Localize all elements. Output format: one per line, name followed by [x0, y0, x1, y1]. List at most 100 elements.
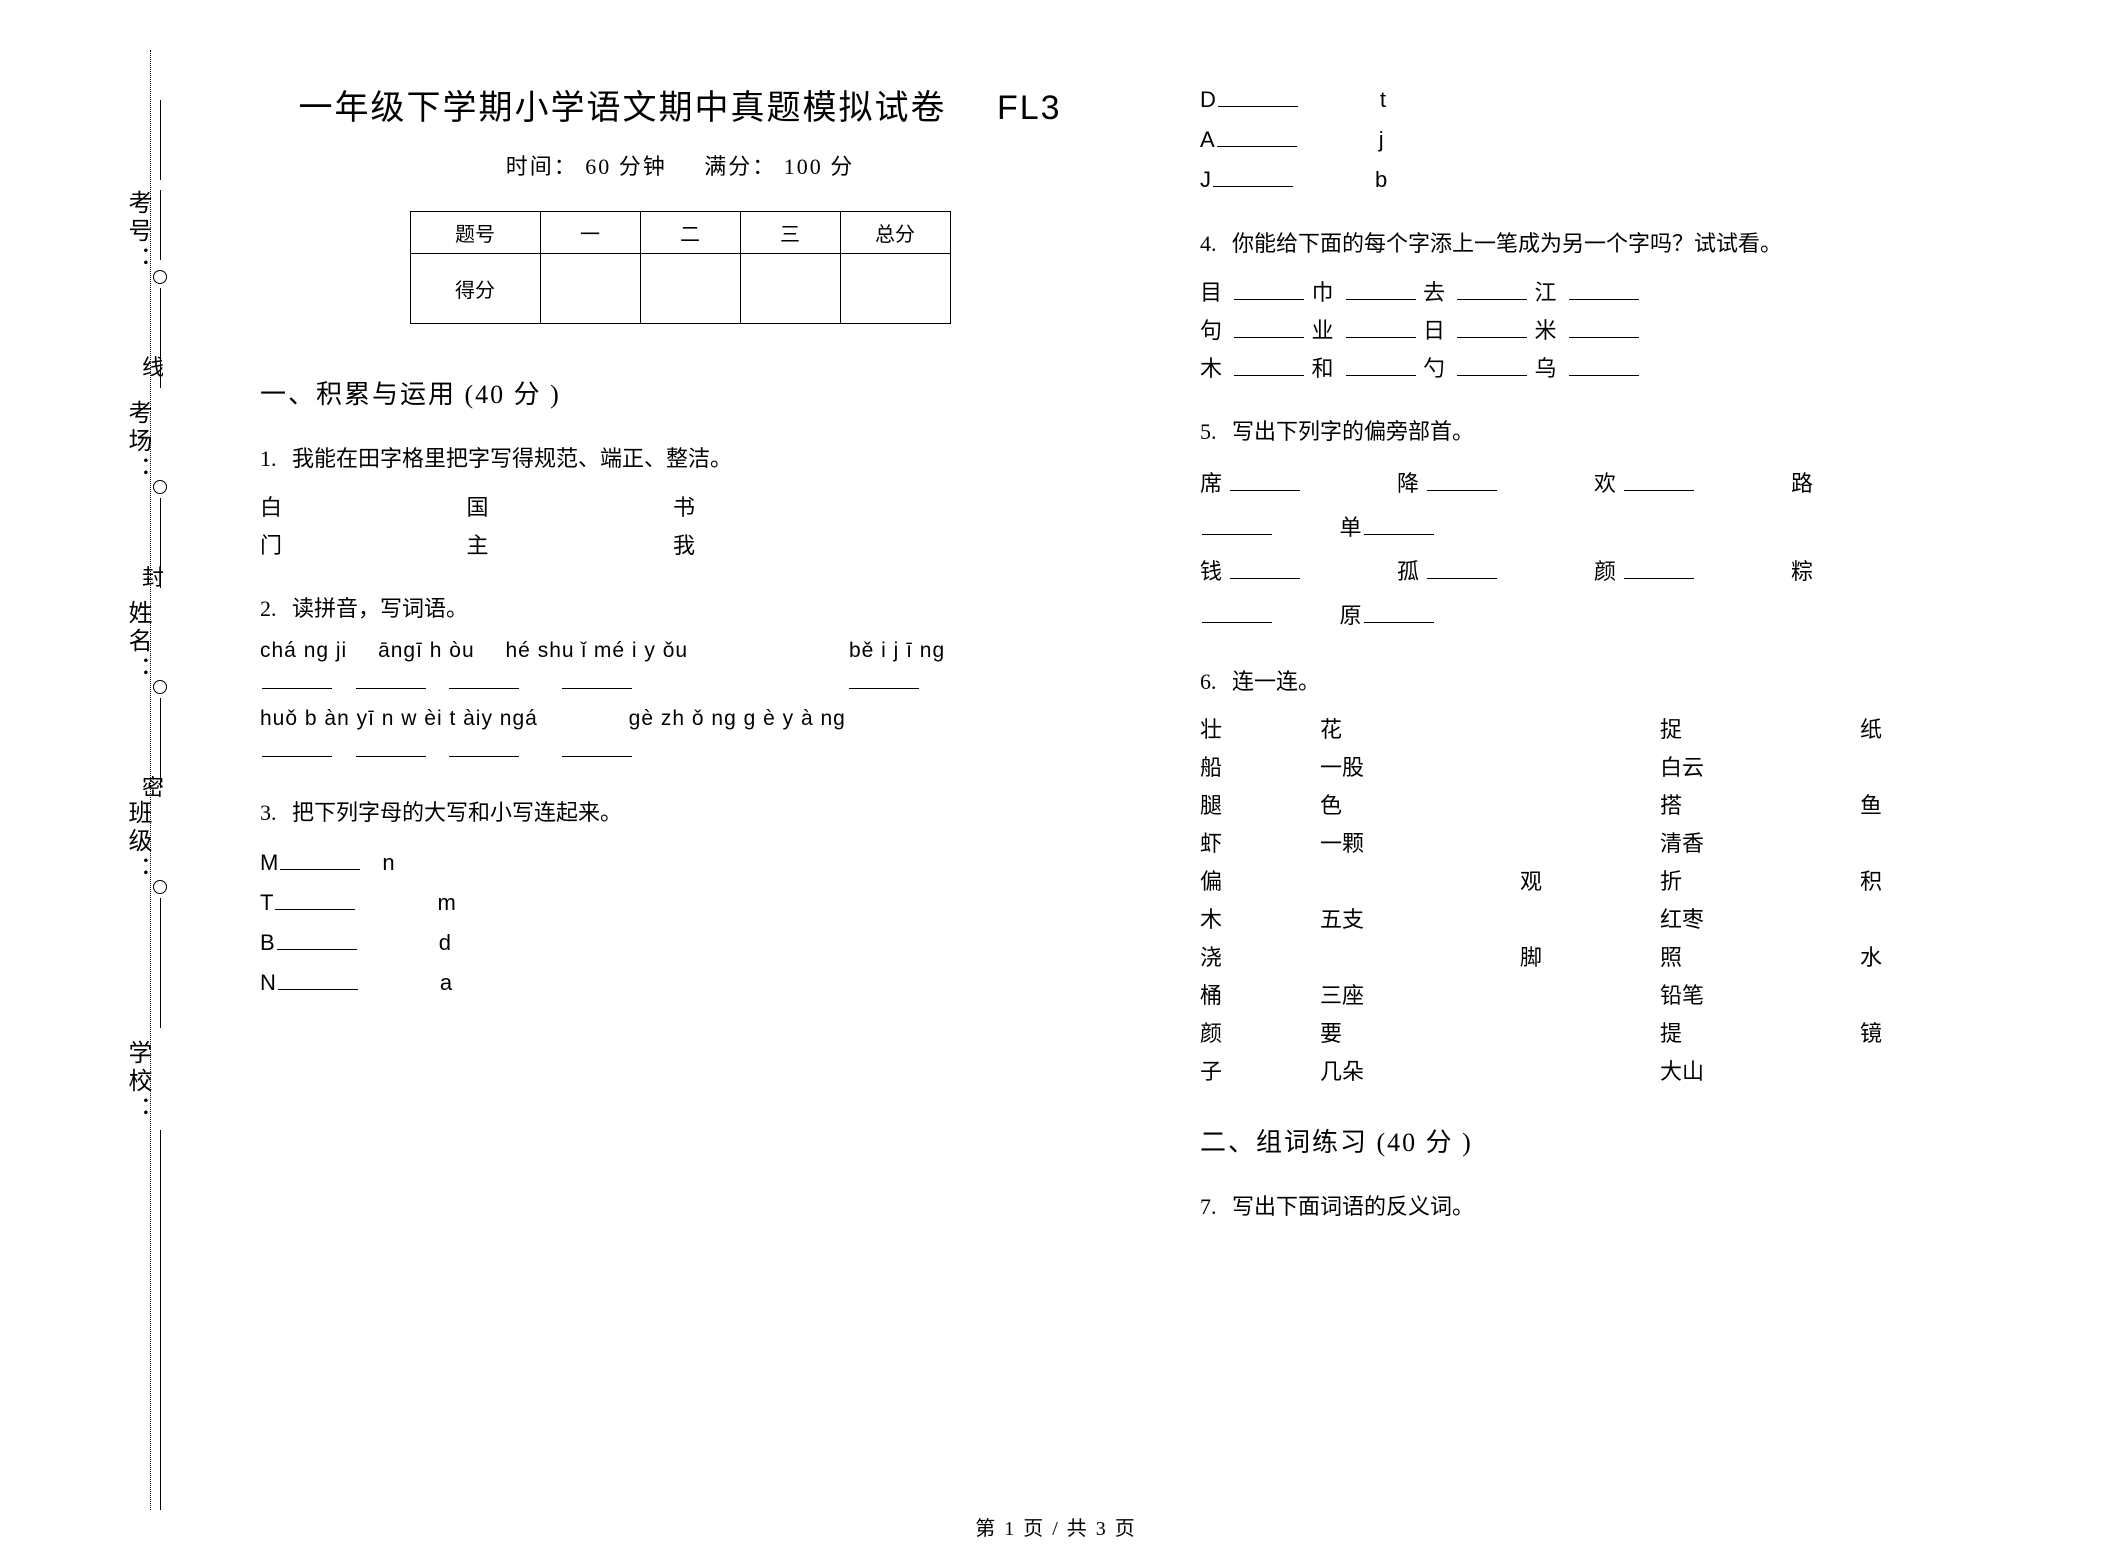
answer-blank[interactable]	[1202, 603, 1272, 623]
char: 勺	[1423, 350, 1455, 388]
title-main: 一年级下学期小学语文期中真题模拟试卷	[298, 90, 946, 127]
title-code: FL3	[997, 89, 1062, 127]
match-blank[interactable]	[280, 850, 360, 870]
char: 粽	[1791, 559, 1813, 584]
q3-row: Bd	[260, 923, 1100, 963]
td-score-label: 得分	[410, 254, 540, 324]
letter-upper: A	[1200, 127, 1215, 152]
answer-blank[interactable]	[1202, 515, 1272, 535]
answer-blank[interactable]	[1569, 280, 1639, 300]
q3-row: Dt	[1200, 80, 2040, 120]
th-num: 题号	[410, 212, 540, 254]
answer-blank[interactable]	[1234, 356, 1304, 376]
q7-num: 7.	[1200, 1194, 1217, 1219]
char: 席	[1200, 471, 1222, 496]
answer-blank[interactable]	[449, 737, 519, 757]
char: 乌	[1535, 350, 1567, 388]
answer-blank[interactable]	[1234, 318, 1304, 338]
answer-blank[interactable]	[1364, 515, 1434, 535]
answer-blank[interactable]	[1364, 603, 1434, 623]
answer-blank[interactable]	[1457, 280, 1527, 300]
answer-blank[interactable]	[1569, 356, 1639, 376]
char: 书	[673, 495, 696, 520]
q1-row1: 白 国 书	[260, 489, 1100, 527]
answer-blank[interactable]	[1230, 471, 1300, 491]
match-blank[interactable]	[1218, 87, 1298, 107]
pinyin: huǒ b àn yī n w èi t àiy ngá	[260, 707, 538, 730]
answer-blank[interactable]	[1624, 471, 1694, 491]
answer-blank[interactable]	[262, 669, 332, 689]
match-blank[interactable]	[278, 970, 358, 990]
match-blank[interactable]	[275, 890, 355, 910]
match-cell: 提	[1660, 1016, 1860, 1048]
side-line	[160, 100, 161, 180]
answer-blank[interactable]	[356, 669, 426, 689]
match-cell	[1860, 750, 1960, 782]
q5-num: 5.	[1200, 419, 1217, 444]
side-line	[160, 1130, 161, 1510]
answer-blank[interactable]	[1346, 318, 1416, 338]
q2-blanks-2	[260, 731, 1100, 769]
q2-pinyin-1: chá ng ji āngī h òu hé shu ǐ mé i y ǒu b…	[260, 639, 1100, 663]
score-cell[interactable]	[640, 254, 740, 324]
match-cell	[1520, 978, 1660, 1010]
page-content: 一年级下学期小学语文期中真题模拟试卷 FL3 时间： 60 分钟 满分： 100…	[200, 60, 2080, 1500]
char: 降	[1397, 471, 1419, 496]
answer-blank[interactable]	[1457, 356, 1527, 376]
char: 原	[1340, 603, 1362, 628]
score-cell[interactable]	[540, 254, 640, 324]
answer-blank[interactable]	[262, 737, 332, 757]
match-cell: 鱼	[1860, 788, 1960, 820]
pinyin: hé shu ǐ mé i y ǒu	[506, 639, 689, 662]
answer-blank[interactable]	[1230, 559, 1300, 579]
answer-blank[interactable]	[1346, 280, 1416, 300]
side-line	[160, 190, 161, 260]
q3-row: Aj	[1200, 120, 2040, 160]
answer-blank[interactable]	[449, 669, 519, 689]
pinyin: gè zh ǒ ng g è y à ng	[629, 707, 846, 730]
match-cell: 一颗	[1320, 826, 1520, 858]
answer-blank[interactable]	[849, 669, 919, 689]
answer-blank[interactable]	[1457, 318, 1527, 338]
q5-row1: 席 降 欢 路	[1200, 462, 2040, 506]
match-cell	[1520, 1054, 1660, 1086]
char: 钱	[1200, 559, 1222, 584]
char: 日	[1423, 312, 1455, 350]
vert-char-feng: 封	[142, 560, 164, 592]
full-label: 满分：	[704, 154, 776, 179]
match-blank[interactable]	[1213, 167, 1293, 187]
match-cell: 壮	[1200, 712, 1320, 744]
answer-blank[interactable]	[356, 737, 426, 757]
score-cell[interactable]	[840, 254, 950, 324]
answer-blank[interactable]	[562, 737, 632, 757]
answer-blank[interactable]	[1346, 356, 1416, 376]
pinyin: chá ng ji	[260, 639, 347, 662]
letter-lower: m	[437, 883, 455, 923]
match-cell: 搭	[1660, 788, 1860, 820]
answer-blank[interactable]	[1624, 559, 1694, 579]
letter-lower: n	[382, 843, 394, 883]
q4-num: 4.	[1200, 231, 1217, 256]
q3-row: Jb	[1200, 160, 2040, 200]
score-cell[interactable]	[740, 254, 840, 324]
th-3: 三	[740, 212, 840, 254]
vert-char-xian: 线	[142, 350, 164, 382]
match-blank[interactable]	[1217, 127, 1297, 147]
match-cell	[1520, 788, 1660, 820]
match-cell	[1320, 864, 1520, 896]
q1-row2: 门 主 我	[260, 527, 1100, 565]
match-cell: 纸	[1860, 712, 1960, 744]
binding-circle	[153, 270, 167, 284]
answer-blank[interactable]	[562, 669, 632, 689]
match-blank[interactable]	[277, 930, 357, 950]
char: 业	[1312, 312, 1344, 350]
answer-blank[interactable]	[1427, 559, 1497, 579]
answer-blank[interactable]	[1427, 471, 1497, 491]
table-row: 题号 一 二 三 总分	[410, 212, 950, 254]
q3-num: 3.	[260, 800, 277, 825]
match-cell: 浇	[1200, 940, 1320, 972]
answer-blank[interactable]	[1234, 280, 1304, 300]
match-cell	[1520, 712, 1660, 744]
answer-blank[interactable]	[1569, 318, 1639, 338]
score-table: 题号 一 二 三 总分 得分	[410, 211, 951, 324]
